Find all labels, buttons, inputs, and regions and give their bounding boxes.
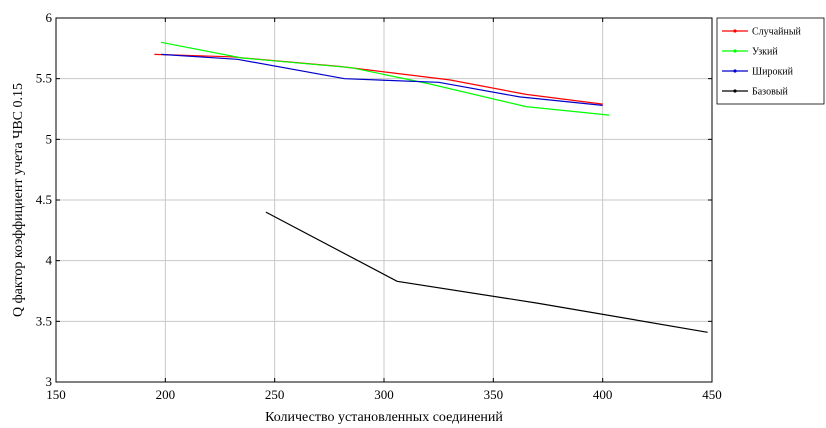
y-tick-label: 4	[46, 253, 53, 268]
y-tick-label: 3.5	[36, 313, 52, 328]
x-axis-title: Количество установленных соединений	[265, 410, 503, 425]
series-line-1	[154, 53, 603, 105]
legend-swatch-marker	[733, 29, 737, 33]
legend-swatch-marker	[733, 49, 737, 53]
x-tick-label: 450	[702, 387, 722, 402]
series-line-2	[160, 41, 610, 116]
legend-swatch-marker	[733, 89, 737, 93]
series-line-4	[265, 211, 708, 333]
y-tick-label: 5.5	[36, 71, 52, 86]
y-tick-label: 5	[46, 131, 53, 146]
data-series	[154, 41, 708, 333]
legend-label: Случайный	[752, 27, 802, 38]
x-tick-label: 350	[484, 387, 504, 402]
grid-lines	[56, 18, 712, 382]
x-tick-label: 250	[265, 387, 285, 402]
legend-label: Узкий	[752, 47, 778, 58]
y-tick-label: 4.5	[36, 192, 52, 207]
y-tick-label: 3	[46, 374, 53, 389]
legend-swatch-marker	[733, 69, 737, 73]
axis-ticks: 150 200 250 300 350 400 450 3 3.5 4 4.5 5 5.5 6	[36, 10, 722, 402]
x-tick-label: 150	[46, 387, 66, 402]
legend-label: Широкий	[752, 67, 794, 78]
y-axis-title: Q фактор коэффициент учета ЧВС 0.15	[11, 83, 26, 317]
x-tick-label: 200	[156, 387, 176, 402]
legend-label: Базовый	[752, 87, 789, 98]
x-tick-label: 400	[593, 387, 613, 402]
x-tick-label: 300	[374, 387, 394, 402]
y-tick-label: 6	[46, 10, 53, 25]
legend: Случайный Узкий Широкий Базовый	[716, 17, 825, 105]
series-line-3	[160, 53, 603, 106]
